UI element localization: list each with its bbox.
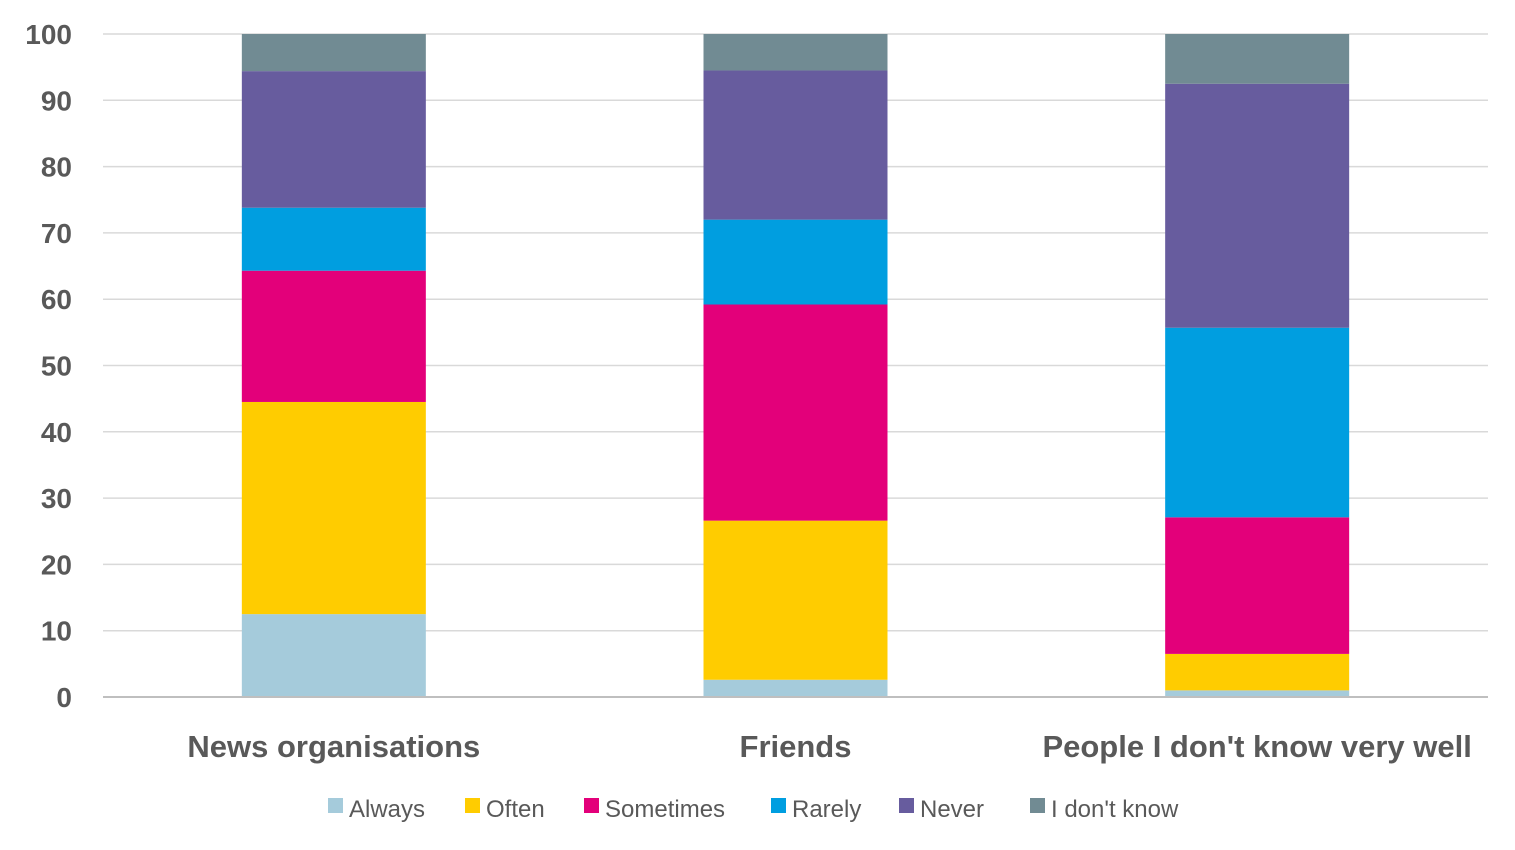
bar-segment-sometimes: [703, 304, 888, 521]
y-tick-label: 40: [41, 417, 72, 448]
bar-segment-sometimes: [1165, 517, 1350, 654]
legend-swatch: [328, 798, 343, 813]
bar-segment-rarely: [241, 207, 426, 271]
legend-item: Sometimes: [584, 796, 725, 823]
bar-segment-often: [1165, 653, 1350, 691]
bar-segment-i-don-t-know: [703, 34, 888, 71]
bar-segment-often: [241, 401, 426, 615]
bar-segment-always: [703, 679, 888, 697]
y-tick-label: 60: [41, 284, 72, 315]
legend-label: I don't know: [1051, 796, 1179, 823]
category-label: Friends: [740, 729, 852, 764]
legend-swatch: [1030, 798, 1045, 813]
bar-segment-never: [241, 71, 426, 208]
legend-label: Never: [920, 796, 984, 823]
category-label: News organisations: [187, 729, 480, 764]
legend-item: Always: [328, 796, 425, 823]
bar-segment-i-don-t-know: [241, 34, 426, 72]
category-label: People I don't know very well: [1042, 729, 1471, 764]
bars: [241, 34, 1350, 697]
y-tick-label: 90: [41, 85, 72, 116]
y-tick-label: 50: [41, 351, 72, 382]
legend-swatch: [465, 798, 480, 813]
legend-item: Rarely: [771, 796, 861, 823]
legend-label: Often: [486, 796, 545, 823]
bar-segment-i-don-t-know: [1165, 34, 1350, 84]
bar-segment-sometimes: [241, 270, 426, 402]
legend-label: Always: [349, 796, 425, 823]
y-tick-label: 10: [41, 616, 72, 647]
legend-item: I don't know: [1030, 796, 1179, 823]
legend-swatch: [584, 798, 599, 813]
bar-segment-never: [703, 70, 888, 220]
bar-segment-always: [1165, 690, 1350, 697]
legend-swatch: [771, 798, 786, 813]
y-tick-label: 20: [41, 549, 72, 580]
y-tick-label: 30: [41, 483, 72, 514]
legend-item: Often: [465, 796, 545, 823]
y-tick-label: 100: [25, 19, 72, 50]
bar-segment-rarely: [1165, 327, 1350, 518]
bar-segment-often: [703, 520, 888, 680]
y-tick-label: 80: [41, 152, 72, 183]
legend-swatch: [899, 798, 914, 813]
category-labels: News organisations Friends People I don't …: [187, 729, 1471, 764]
legend: Always Often Sometimes Rarely Never I don't k…: [328, 796, 1179, 823]
legend-label: Sometimes: [605, 796, 725, 823]
y-tick-label: 0: [56, 682, 72, 713]
bar-segment-always: [241, 614, 426, 697]
bar-segment-never: [1165, 83, 1350, 328]
legend-item: Never: [899, 796, 984, 823]
y-tick-label: 70: [41, 218, 72, 249]
y-axis-ticks: 0 10 20 30 40 50 60 70 80 90 100: [25, 19, 72, 713]
legend-label: Rarely: [792, 796, 861, 823]
bar-segment-rarely: [703, 219, 888, 305]
